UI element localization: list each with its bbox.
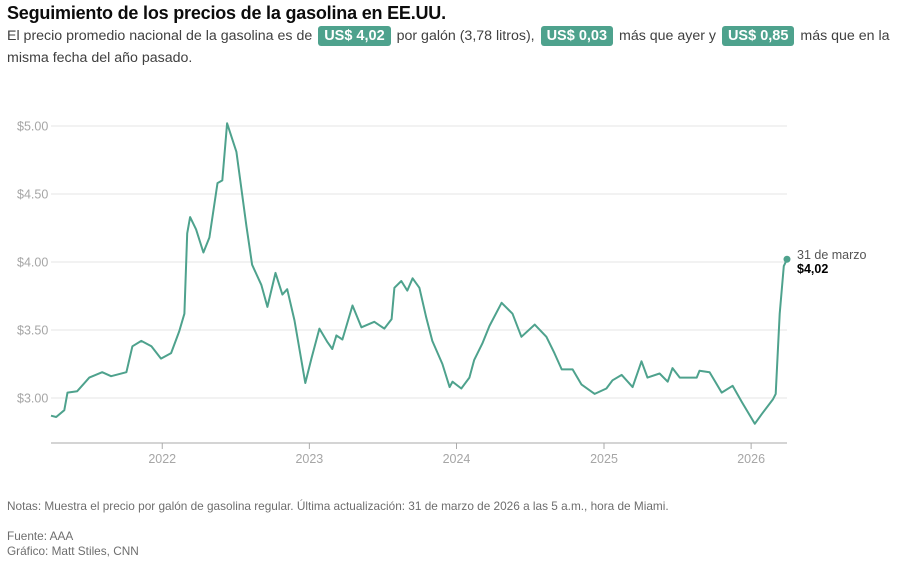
chart-title: Seguimiento de los precios de la gasolin…: [7, 3, 446, 23]
current-price-badge: US$ 4,02: [318, 26, 391, 46]
daily-change-badge: US$ 0,03: [540, 26, 614, 46]
yearly-change-badge: US$ 0,85: [721, 26, 795, 46]
x-tick-label: 2025: [590, 452, 618, 466]
subtitle-text: más que en la misma fecha del año pasado…: [7, 28, 890, 66]
y-tick-label: $4.50: [17, 188, 48, 202]
latest-date-label: 31 de marzo: [797, 248, 867, 262]
price-series-line: [50, 122, 788, 425]
subtitle-text: El precio promedio nacional de la gasoli…: [7, 28, 313, 44]
x-tick-label: 2026: [737, 452, 765, 466]
y-tick-label: $3.50: [17, 324, 48, 338]
y-tick-label: $5.00: [17, 120, 48, 134]
subtitle-text: más que ayer y: [619, 28, 716, 44]
chart-credit: Gráfico: Matt Stiles, CNN: [7, 544, 139, 558]
chart-notes: Notas: Muestra el precio por galón de ga…: [7, 499, 669, 513]
y-tick-label: $3.00: [17, 392, 48, 406]
chart-source: Fuente: AAA: [7, 529, 74, 543]
y-tick-label: $4.00: [17, 256, 48, 270]
subtitle-text: por galón (3,78 litros),: [396, 28, 535, 44]
latest-point-marker: [783, 255, 791, 263]
chart-subtitle: El precio promedio nacional de la gasoli…: [7, 25, 902, 69]
x-tick-label: 2024: [443, 452, 471, 466]
latest-value-label: $4,02: [797, 262, 828, 276]
gas-price-line-chart: $3.00 $3.50 $4.00 $4.50 $5.00 2022 2023 2024 202…: [17, 120, 867, 467]
x-tick-label: 2022: [148, 452, 176, 466]
x-tick-label: 2023: [295, 452, 323, 466]
